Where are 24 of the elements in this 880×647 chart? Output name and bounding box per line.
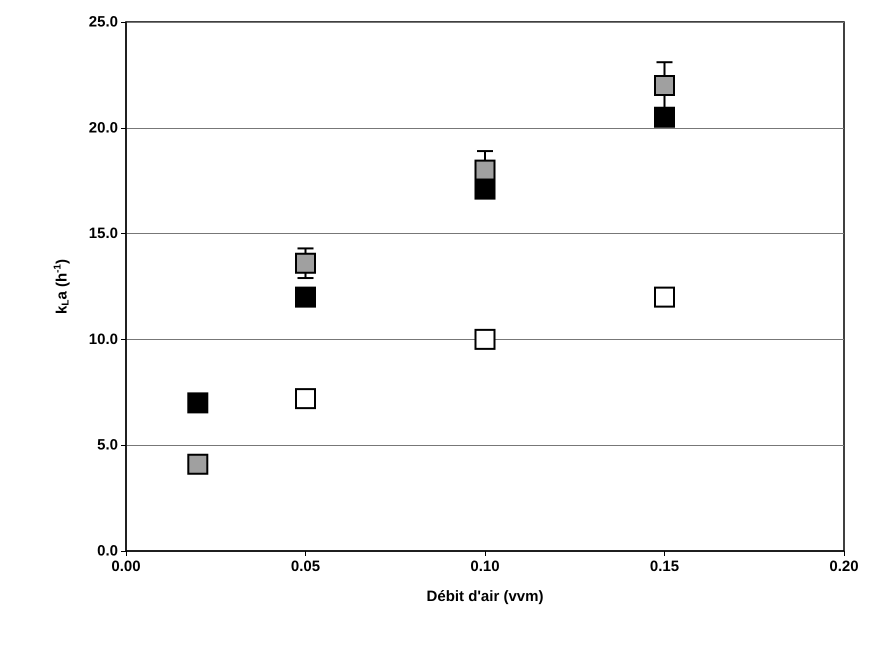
- y-tick-label: 25.0: [88, 14, 118, 30]
- point: [187, 392, 208, 414]
- point: [295, 286, 316, 308]
- point: [474, 328, 496, 350]
- x-tick-label: 0.20: [829, 558, 859, 575]
- y-tick-label: 10.0: [88, 330, 118, 348]
- point: [654, 106, 675, 128]
- x-tick-label: 0.15: [650, 558, 680, 575]
- y-tick-label: 0.0: [97, 542, 118, 560]
- y-axis-title: kLa (h-1): [52, 258, 72, 314]
- point: [654, 74, 675, 96]
- point: [295, 252, 316, 274]
- point: [474, 160, 496, 181]
- point: [654, 286, 675, 308]
- y-tick-label: 5.0: [97, 436, 118, 454]
- y-tick-label: 15.0: [88, 225, 118, 242]
- x-tick-label: 0.00: [111, 558, 141, 575]
- x-axis-title: Débit d'air (vvm): [426, 588, 544, 605]
- x-tick-label: 0.05: [290, 558, 320, 575]
- point: [474, 178, 496, 200]
- x-tick-label: 0.10: [470, 558, 500, 575]
- point: [187, 454, 208, 475]
- y-tick-label: 20.0: [88, 119, 118, 136]
- point: [295, 388, 316, 410]
